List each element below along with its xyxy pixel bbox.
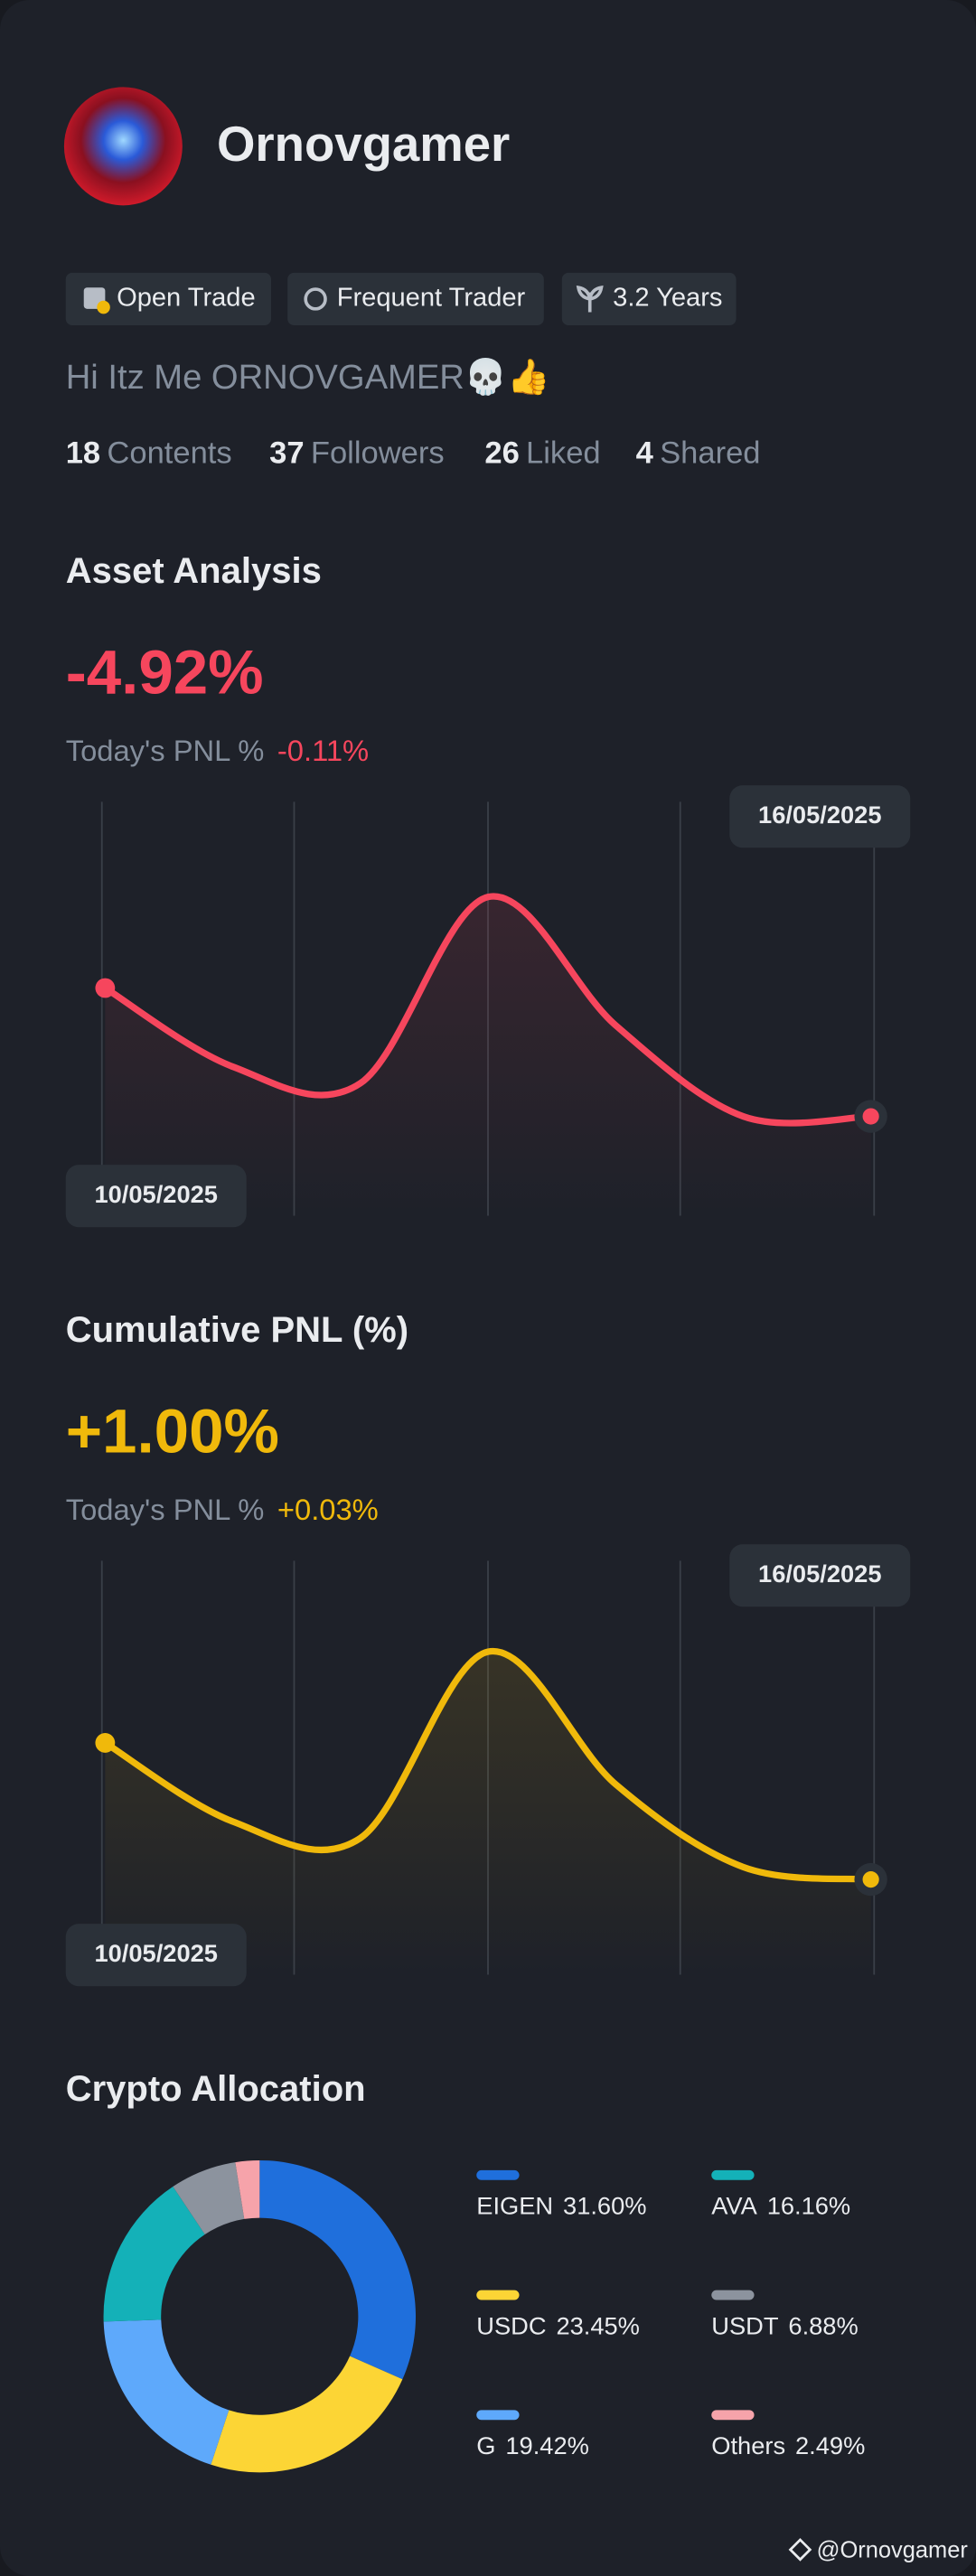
donut-segment bbox=[235, 2159, 260, 2219]
stat-count: 18 bbox=[66, 436, 100, 471]
today-pnl-value: -0.11% bbox=[277, 733, 369, 766]
line bbox=[101, 893, 875, 1127]
legend-entry: EIGEN 31.60% bbox=[476, 2192, 646, 2220]
line-area bbox=[105, 1651, 871, 1975]
legend-label: EIGEN bbox=[476, 2192, 553, 2220]
today-pnl: Today's PNL % +0.03% bbox=[66, 1492, 379, 1525]
badge-label: Frequent Trader bbox=[337, 284, 526, 313]
donut-segment bbox=[173, 2162, 245, 2234]
avatar[interactable] bbox=[63, 87, 183, 206]
legend-label: AVA bbox=[711, 2192, 757, 2220]
donut-segment bbox=[211, 2356, 403, 2473]
legend-entry: Others 2.49% bbox=[711, 2431, 865, 2459]
badge-icon bbox=[576, 286, 604, 313]
line bbox=[101, 1648, 875, 1883]
badge bbox=[65, 272, 272, 326]
stat: 26 Liked bbox=[484, 436, 600, 471]
line-area bbox=[105, 895, 871, 1216]
stat: 4 Shared bbox=[636, 436, 761, 471]
date-tooltip bbox=[729, 785, 911, 848]
legend-entry: USDC 23.45% bbox=[476, 2312, 640, 2340]
end-point bbox=[862, 1871, 879, 1888]
date-tooltip bbox=[65, 1924, 247, 1987]
watermark-logo bbox=[788, 2538, 812, 2562]
badge-label: Open Trade bbox=[117, 284, 256, 313]
date-tooltip bbox=[729, 1544, 911, 1607]
legend-label: Others bbox=[711, 2431, 785, 2459]
legend-value: 6.88% bbox=[788, 2312, 858, 2340]
stat-label: Contents bbox=[107, 436, 231, 471]
start-point bbox=[95, 978, 116, 998]
legend-entry: AVA 16.16% bbox=[711, 2192, 850, 2220]
watermark: @Ornovgamer bbox=[817, 2537, 969, 2562]
date-label: 10/05/2025 bbox=[94, 1939, 217, 1967]
donut-segment bbox=[259, 2159, 416, 2380]
stat-count: 26 bbox=[484, 436, 519, 471]
badge-icon bbox=[97, 300, 110, 314]
today-pnl-label: Today's PNL % bbox=[66, 1492, 265, 1525]
date-tooltip bbox=[65, 1165, 247, 1228]
today-pnl-value: +0.03% bbox=[277, 1492, 379, 1525]
stat: 37 Followers bbox=[269, 436, 444, 471]
legend-swatch bbox=[711, 2169, 755, 2180]
end-point bbox=[862, 1108, 879, 1125]
legend-value: 2.49% bbox=[795, 2431, 865, 2459]
stat-count: 37 bbox=[269, 436, 304, 471]
legend-label: G bbox=[476, 2431, 495, 2459]
legend-value: 31.60% bbox=[563, 2192, 646, 2220]
headline-value: -4.92% bbox=[66, 636, 264, 707]
donut-segment bbox=[103, 2187, 205, 2322]
legend-value: 16.16% bbox=[767, 2192, 850, 2220]
legend-swatch bbox=[476, 2290, 520, 2300]
date-label: 10/05/2025 bbox=[94, 1180, 217, 1208]
bio: Hi Itz Me ORNOVGAMER💀👍 bbox=[66, 357, 550, 397]
legend-value: 23.45% bbox=[556, 2312, 639, 2340]
badge-icon bbox=[304, 287, 327, 311]
badge bbox=[561, 272, 737, 326]
donut-segment bbox=[103, 2319, 230, 2465]
date-label: 16/05/2025 bbox=[758, 801, 881, 829]
legend-swatch bbox=[476, 2410, 520, 2421]
stat-label: Shared bbox=[660, 436, 760, 471]
section-title: Crypto Allocation bbox=[66, 2069, 366, 2109]
stat-label: Followers bbox=[311, 436, 445, 471]
legend-swatch bbox=[711, 2410, 755, 2421]
legend-swatch bbox=[476, 2169, 520, 2180]
stat-count: 4 bbox=[636, 436, 654, 471]
legend-entry: USDT 6.88% bbox=[711, 2312, 858, 2340]
legend-label: USDC bbox=[476, 2312, 546, 2340]
legend-label: USDT bbox=[711, 2312, 779, 2340]
start-point bbox=[95, 1733, 116, 1753]
section-title: Asset Analysis bbox=[66, 551, 322, 591]
legend-swatch bbox=[711, 2290, 755, 2300]
today-pnl-label: Today's PNL % bbox=[66, 733, 265, 766]
headline-value: +1.00% bbox=[66, 1395, 279, 1466]
section-title: Cumulative PNL (%) bbox=[66, 1310, 408, 1350]
badge bbox=[287, 272, 544, 326]
stat: 18 Contents bbox=[66, 436, 232, 471]
legend-entry: G 19.42% bbox=[476, 2431, 589, 2459]
legend-value: 19.42% bbox=[505, 2431, 588, 2459]
badge-label: 3.2 Years bbox=[613, 284, 722, 313]
stat-label: Liked bbox=[526, 436, 601, 471]
user-name: Ornovgamer bbox=[217, 117, 510, 172]
date-label: 16/05/2025 bbox=[758, 1560, 881, 1588]
today-pnl: Today's PNL % -0.11% bbox=[66, 733, 369, 766]
